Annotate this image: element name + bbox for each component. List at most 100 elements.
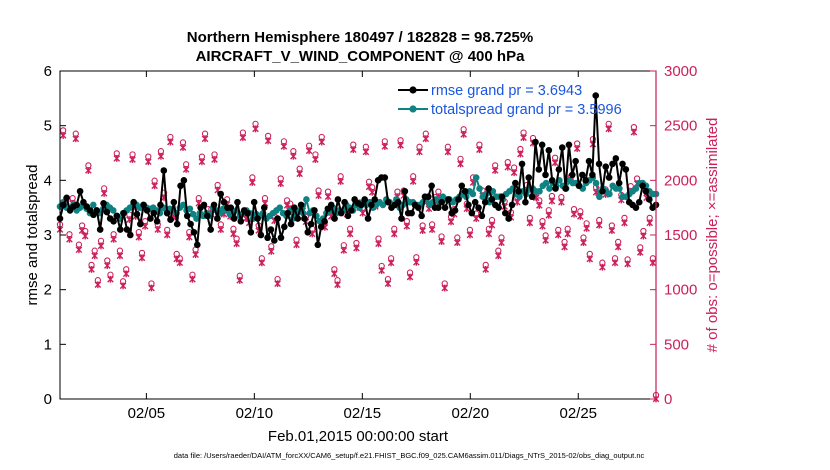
rmse-point — [642, 187, 650, 195]
rmse-point — [103, 208, 111, 216]
rmse-point — [505, 215, 512, 222]
rmse-point — [113, 212, 121, 220]
y-axis-right: 0 500 1000 1500 2000 2500 3000 — [650, 63, 697, 408]
obs-assimilated-marker — [267, 248, 275, 255]
obs-assimilated-marker — [586, 255, 594, 263]
rmse-point — [334, 196, 342, 203]
rmse-point — [214, 215, 221, 222]
obs-assimilated-marker — [599, 263, 606, 271]
obs-assimilated-marker — [189, 275, 196, 283]
rmse-point — [244, 209, 251, 217]
obs-assimilated-marker — [390, 230, 398, 238]
rmse-point — [401, 187, 409, 195]
totalspread-point — [592, 179, 600, 187]
rmse-point — [458, 182, 466, 190]
rmse-point — [254, 215, 261, 222]
y-right-tick-label: 2000 — [664, 172, 697, 189]
obs-assimilated-marker — [491, 167, 499, 174]
rmse-point — [622, 166, 630, 173]
rmse-point — [337, 209, 345, 217]
obs-assimilated-marker — [236, 276, 244, 284]
rmse-point — [193, 241, 201, 249]
rmse-point — [445, 196, 452, 203]
obs-assimilated-marker — [217, 226, 225, 233]
rmse-point — [60, 201, 67, 209]
obs-assimilated-marker — [277, 180, 285, 188]
obs-assimilated-marker — [100, 190, 108, 197]
obs-assimilated-marker — [340, 246, 348, 254]
obs-assimilated-marker — [573, 145, 581, 153]
totalspread-point — [179, 201, 187, 209]
obs-assimilated-marker — [264, 137, 272, 145]
obs-assimilated-marker — [441, 284, 449, 292]
rmse-point — [307, 220, 315, 228]
obs-assimilated-marker — [542, 237, 549, 244]
obs-assimilated-marker — [318, 138, 326, 146]
rmse-point — [210, 201, 218, 209]
rmse-point — [344, 212, 352, 220]
obs-assimilated-marker — [249, 179, 256, 186]
rmse-point — [595, 160, 603, 168]
obs-assimilated-marker — [413, 258, 420, 266]
y-axis-right-label: # of obs: o=possible; ×=assimilated — [704, 118, 721, 353]
totalspread-point — [186, 205, 194, 213]
obs-assimilated-marker — [145, 158, 152, 166]
rmse-point — [257, 231, 265, 239]
obs-assimilated-marker — [119, 282, 127, 290]
obs-assimilated-marker — [353, 244, 360, 252]
rmse-point — [602, 163, 610, 170]
y-left-tick-label: 0 — [44, 391, 52, 408]
obs-assimilated-marker — [561, 243, 568, 251]
rmse-point — [327, 201, 335, 209]
obs-assimilated-marker — [362, 148, 370, 156]
rmse-point — [646, 196, 653, 203]
rmse-point — [558, 144, 566, 151]
y-left-tick-label: 6 — [44, 63, 52, 80]
obs-assimilated-marker — [368, 188, 376, 196]
obs-assimilated-marker — [485, 230, 493, 238]
y-right-tick-label: 1500 — [664, 227, 697, 244]
obs-assimilated-marker — [504, 163, 512, 171]
rmse-point — [364, 215, 372, 222]
y-axis-left: 0 1 2 3 4 5 6 — [44, 63, 66, 408]
rmse-point — [639, 182, 646, 190]
rmse-point — [284, 209, 291, 217]
obs-assimilated-marker — [554, 231, 562, 239]
rmse-point — [140, 201, 148, 209]
obs-assimilated-marker — [85, 167, 92, 174]
rmse-point — [110, 218, 117, 225]
x-tick-label: 02/15 — [344, 405, 382, 422]
rmse-point — [394, 198, 402, 206]
totalspread-point — [469, 190, 477, 198]
rmse-point — [167, 216, 174, 223]
obs-layer — [56, 120, 660, 403]
rmse-point — [341, 198, 348, 206]
obs-assimilated-marker — [397, 141, 404, 149]
rmse-point — [605, 174, 613, 181]
y-right-tick-label: 2500 — [664, 118, 697, 135]
totalspread-point — [89, 201, 97, 209]
obs-assimilated-marker — [233, 240, 240, 248]
rmse-point — [250, 198, 258, 206]
rmse-point — [227, 204, 235, 211]
obs-assimilated-marker — [337, 178, 344, 185]
rmse-point — [143, 207, 151, 214]
rmse-point — [455, 196, 462, 203]
rmse-point — [552, 185, 559, 192]
rmse-point — [475, 204, 482, 211]
totalspread-point — [109, 207, 117, 214]
obs-assimilated-marker — [201, 135, 209, 143]
rmse-point — [96, 226, 104, 233]
rmse-point — [451, 207, 459, 214]
rmse-point — [599, 187, 606, 195]
rmse-point — [147, 215, 154, 222]
rmse-point — [133, 210, 141, 218]
obs-assimilated-marker — [334, 281, 341, 289]
obs-assimilated-marker — [406, 273, 414, 281]
legend-spread-label: totalspread grand pr = 3.5996 — [431, 102, 622, 118]
obs-assimilated-marker — [476, 146, 483, 154]
rmse-point — [528, 193, 536, 201]
obs-assimilated-marker — [97, 242, 105, 250]
x-tick-label: 02/25 — [559, 405, 597, 422]
